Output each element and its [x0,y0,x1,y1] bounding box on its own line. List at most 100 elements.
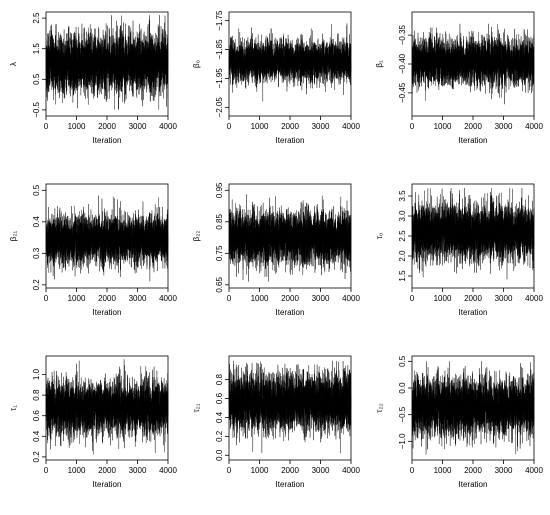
y-tick-label: 0.75 [215,245,224,261]
y-tick-label: 0.4 [215,411,224,423]
y-tick-label: 0.85 [215,213,224,229]
y-axis-label: τ₂₂ [375,403,384,412]
x-tick-label: 0 [44,122,49,131]
y-tick-label: 0.3 [32,247,41,259]
trace-line [228,23,352,102]
x-tick-label: 3000 [312,294,330,303]
x-axis-label: Iteration [459,136,488,145]
y-axis-label: τ₁ [9,405,18,411]
x-axis-label: Iteration [93,136,122,145]
y-axis-label: τ₂₁ [192,403,201,412]
x-tick-label: 0 [227,294,232,303]
trace-panel-tau0: 0 1000 2000 3000 4000 1.5 2.0 2.5 3.0 3.5 Iteratio… [366,172,549,343]
x-tick-label: 1000 [434,122,452,131]
trace-panel-beta22: 0 1000 2000 3000 4000 0.65 0.75 0.85 0.95 Iterati… [183,172,366,343]
x-tick-label: 3000 [495,122,513,131]
y-tick-label: −0.45 [398,82,407,103]
x-tick-label: 3000 [495,466,513,475]
x-tick-label: 2000 [464,466,482,475]
trace-plot-svg: 0 1000 2000 3000 4000 −0.45 −0.40 −0.35 Iteratio… [375,11,543,145]
trace-line [45,195,169,282]
y-tick-label: 0.2 [215,430,224,442]
trace-panel-lambda: 0 1000 2000 3000 4000 −0.5 0.5 1.5 2.5 Iteration λ [0,0,183,171]
y-tick-label: 2.0 [398,250,407,262]
y-axis-label: β₁ [375,60,384,68]
x-axis-label: Iteration [93,480,122,489]
y-tick-label: 0.0 [215,449,224,461]
y-tick-label: 0.0 [398,382,407,394]
trace-line [228,360,352,454]
y-tick-label: −0.5 [398,406,407,422]
y-tick-label: −0.5 [32,101,41,117]
y-axis-label: β₀ [192,60,201,68]
y-tick-label: −1.0 [398,433,407,449]
x-tick-label: 0 [44,294,49,303]
x-tick-label: 2000 [98,294,116,303]
y-tick-label: 0.6 [32,410,41,422]
x-tick-label: 4000 [525,466,543,475]
x-tick-label: 1000 [251,122,269,131]
trace-line [411,188,535,280]
y-tick-label: 1.0 [32,368,41,380]
y-tick-label: 0.2 [32,451,41,463]
x-tick-label: 2000 [98,466,116,475]
x-tick-label: 4000 [342,122,360,131]
x-tick-label: 2000 [281,466,299,475]
x-tick-label: 2000 [98,122,116,131]
y-tick-label: 0.8 [32,389,41,401]
x-tick-label: 2000 [281,122,299,131]
y-tick-label: 0.5 [32,73,41,85]
y-tick-label: 0.65 [215,277,224,293]
trace-plot-svg: 0 1000 2000 3000 4000 −1.0 −0.5 0.0 0.5 Iteration… [375,355,543,489]
trace-panel-beta21: 0 1000 2000 3000 4000 0.2 0.3 0.4 0.5 Iteration β₂… [0,172,183,343]
x-tick-label: 3000 [312,122,330,131]
x-tick-label: 1000 [434,294,452,303]
y-axis-label: β₂₂ [192,231,201,242]
y-tick-label: −2.05 [215,97,224,118]
trace-panel-beta1: 0 1000 2000 3000 4000 −0.45 −0.40 −0.35 Iteratio… [366,0,549,171]
x-tick-label: 3000 [129,294,147,303]
x-tick-label: 2000 [281,294,299,303]
y-tick-label: 2.5 [32,12,41,24]
x-tick-label: 1000 [251,294,269,303]
x-tick-label: 0 [227,466,232,475]
trace-plot-svg: 0 1000 2000 3000 4000 0.2 0.4 0.6 0.8 1.0 Iteratio… [9,355,177,489]
x-tick-label: 4000 [342,466,360,475]
trace-panel-tau21: 0 1000 2000 3000 4000 0.0 0.2 0.4 0.6 0.8 Iteratio… [183,344,366,515]
x-axis-label: Iteration [276,480,305,489]
x-tick-label: 1000 [68,466,86,475]
y-tick-label: 0.5 [398,355,407,367]
y-tick-label: −1.95 [215,68,224,89]
x-axis-label: Iteration [93,308,122,317]
trace-plot-svg: 0 1000 2000 3000 4000 −0.5 0.5 1.5 2.5 Iteration λ [9,11,177,145]
trace-plot-svg: 0 1000 2000 3000 4000 −2.05 −1.95 −1.85 −1.75 Ite… [192,10,360,145]
trace-panel-beta0: 0 1000 2000 3000 4000 −2.05 −1.95 −1.85 −1.75 Ite… [183,0,366,171]
y-tick-label: −0.40 [398,53,407,74]
x-tick-label: 1000 [68,294,86,303]
x-tick-label: 4000 [525,294,543,303]
y-axis-label: β₂₁ [9,230,18,241]
y-tick-label: 0.4 [32,216,41,228]
trace-panel-tau1: 0 1000 2000 3000 4000 0.2 0.4 0.6 0.8 1.0 Iteratio… [0,344,183,515]
y-tick-label: −1.85 [215,39,224,60]
trace-plot-svg: 0 1000 2000 3000 4000 0.65 0.75 0.85 0.95 Iterati… [192,182,360,317]
y-tick-label: 3.5 [398,190,407,202]
x-axis-label: Iteration [276,308,305,317]
trace-panel-tau22: 0 1000 2000 3000 4000 −1.0 −0.5 0.0 0.5 Iteration… [366,344,549,515]
y-tick-label: 0.5 [32,184,41,196]
x-tick-label: 4000 [159,122,177,131]
trace-line [411,23,535,105]
x-tick-label: 0 [410,466,415,475]
trace-line [45,15,169,110]
x-axis-label: Iteration [459,480,488,489]
x-tick-label: 3000 [312,466,330,475]
y-tick-label: 0.6 [215,392,224,404]
x-tick-label: 3000 [129,466,147,475]
x-tick-label: 0 [410,294,415,303]
y-axis-label: λ [9,62,18,66]
y-tick-label: 1.5 [398,270,407,282]
x-axis-label: Iteration [459,308,488,317]
x-tick-label: 2000 [464,294,482,303]
trace-line [45,359,169,455]
